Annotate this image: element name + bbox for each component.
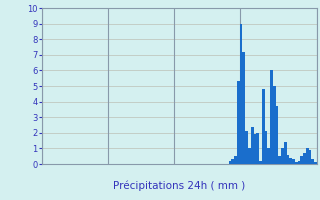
Bar <box>253 134 256 164</box>
Bar <box>308 150 311 164</box>
Bar <box>270 70 273 164</box>
Bar <box>273 86 276 164</box>
Bar <box>300 156 303 164</box>
Bar <box>281 148 284 164</box>
Bar <box>289 158 292 164</box>
Bar <box>256 133 259 164</box>
Bar <box>234 156 237 164</box>
Bar <box>314 162 317 164</box>
Bar <box>265 131 267 164</box>
Bar <box>298 161 300 164</box>
Bar <box>231 159 234 164</box>
Bar <box>311 159 314 164</box>
Bar <box>229 161 231 164</box>
Bar <box>303 153 306 164</box>
Bar <box>259 161 262 164</box>
Bar <box>243 52 245 164</box>
Bar <box>251 127 253 164</box>
Bar <box>292 159 295 164</box>
Bar <box>278 156 281 164</box>
Bar <box>295 162 298 164</box>
Bar <box>262 89 265 164</box>
Bar <box>248 148 251 164</box>
Bar <box>267 148 270 164</box>
Bar <box>240 24 243 164</box>
Bar <box>245 131 248 164</box>
X-axis label: Précipitations 24h ( mm ): Précipitations 24h ( mm ) <box>113 181 245 191</box>
Bar <box>276 106 278 164</box>
Bar <box>237 81 240 164</box>
Bar <box>306 148 308 164</box>
Bar <box>284 142 286 164</box>
Bar <box>286 155 289 164</box>
